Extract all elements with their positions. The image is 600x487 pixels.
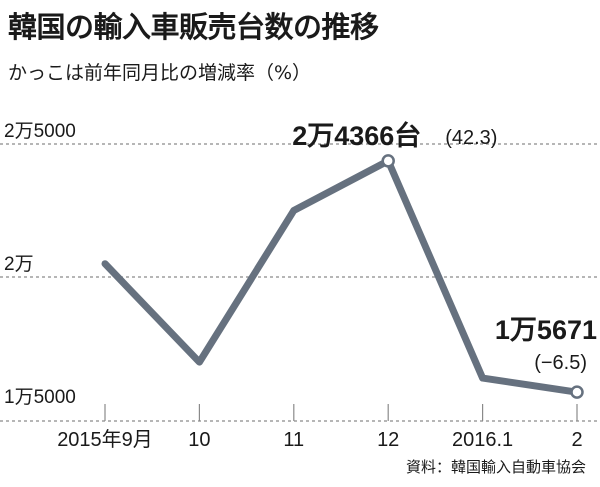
chart-subtitle: かっこは前年同月比の増減率（%） xyxy=(8,62,312,84)
annotations: 2万4366台 (42.3) 1万5671 (−6.5) xyxy=(292,120,597,399)
y-tick-label: 1万5000 xyxy=(4,387,76,408)
chart-title: 韓国の輸入車販売台数の推移 xyxy=(8,10,379,44)
x-tick-label: 2015年9月 xyxy=(57,428,153,451)
x-tick-label: 11 xyxy=(283,429,304,451)
annotation-change: (42.3) xyxy=(445,127,497,149)
annotation-value: 1万5671 xyxy=(495,315,597,345)
x-tick-label: 10 xyxy=(188,429,210,451)
annotation-change: (−6.5) xyxy=(534,352,587,374)
x-axis-ticks: 2015年9月 10 11 12 2016.1 2 xyxy=(57,404,583,451)
source-note: 資料：韓国輸入自動車協会 xyxy=(405,458,586,476)
data-point-marker xyxy=(570,385,584,399)
series-sales xyxy=(101,157,581,396)
data-point-marker xyxy=(381,154,395,168)
y-tick-label: 2万5000 xyxy=(4,121,76,142)
gridlines xyxy=(0,143,600,278)
series-line xyxy=(101,157,581,396)
x-tick-label: 2 xyxy=(571,429,582,451)
annotation-value: 2万4366台 xyxy=(292,120,421,151)
y-axis-ticks: 1万5000 2万 2万5000 xyxy=(4,121,76,408)
y-tick-label: 2万 xyxy=(4,254,34,275)
x-tick-label: 12 xyxy=(377,429,399,451)
x-tick-label: 2016.1 xyxy=(452,429,513,451)
